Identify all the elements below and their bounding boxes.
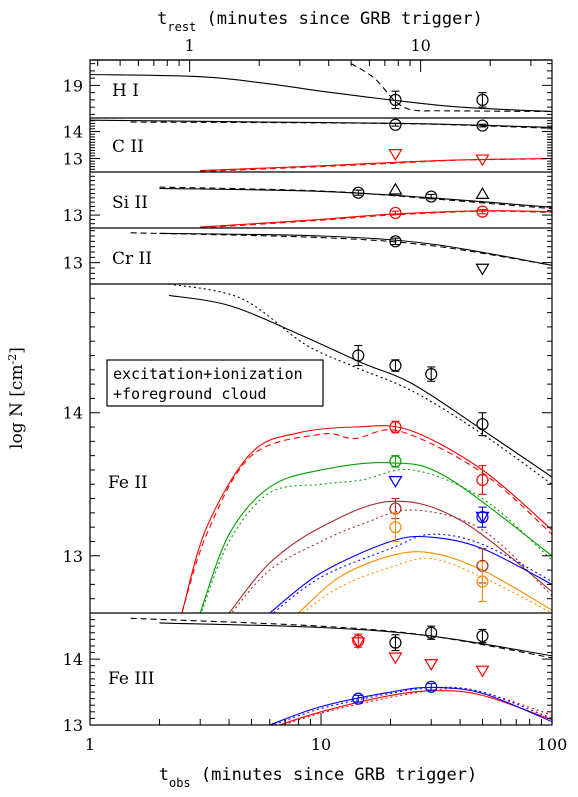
data-point-black [476, 93, 489, 106]
limit-down-blue [475, 511, 490, 524]
axes-group: 1 10 100 1 10 [85, 36, 567, 754]
limit-down-red [475, 665, 490, 678]
x-tick-label: 100 [537, 735, 568, 754]
series-line-blue-solid [269, 686, 552, 725]
data-point-black [476, 629, 489, 643]
data-point-blue [425, 680, 438, 693]
series-line-blue-dotted [271, 686, 552, 725]
y-tick-label: 13 [63, 716, 83, 735]
y-axis-title: log N [cm-2] [6, 347, 28, 449]
series-line-black-solid [159, 232, 552, 266]
data-point-black [476, 418, 489, 431]
data-point-black [389, 235, 402, 248]
panel-label-5: Fe III [108, 669, 154, 689]
top-tick-label: 1 [185, 36, 195, 55]
data-point-black [352, 349, 365, 362]
panels-group: 19 H I 13 14 C II 13 Si II 13 Cr II 13 14 Fe II 13 14… [63, 59, 552, 735]
legend-line-2: +foreground cloud [113, 385, 267, 403]
data-point-red [389, 206, 402, 220]
limit-up-black [475, 186, 490, 199]
limit-down-red [388, 652, 403, 665]
y-tick-label: 14 [63, 404, 83, 423]
data-point-black [389, 636, 402, 649]
series-line-blue-dotted [272, 533, 552, 613]
panel-label-1: C II [112, 137, 144, 157]
series-line-brown-solid [228, 500, 552, 613]
y-tick-label: 13 [63, 206, 83, 225]
limit-down-blue [388, 476, 403, 488]
legend-line-1: excitation+ionization [113, 365, 303, 383]
series-line-blue-solid [269, 535, 552, 613]
data-point-black [389, 118, 402, 131]
data-point-black [425, 190, 438, 203]
data-point-black [389, 93, 402, 106]
panel-plot-3 [130, 232, 552, 276]
limit-down-red [475, 154, 490, 167]
panel-plot-0 [90, 63, 552, 113]
panel-label-2: Si II [112, 193, 148, 213]
limit-up-black [388, 182, 403, 195]
y-tick-label: 19 [63, 76, 83, 95]
data-point-orange [476, 575, 489, 588]
series-line-red-dotted [281, 687, 552, 725]
data-point-red [476, 473, 489, 487]
data-point-black [389, 359, 402, 372]
series-line-orange-dotted [301, 557, 552, 613]
y-tick-label: 14 [63, 123, 83, 142]
series-line-black-dashed [159, 186, 552, 210]
data-point-red [389, 420, 402, 434]
data-point-red [476, 205, 489, 218]
panel-5: 13 14 Fe III [63, 612, 552, 735]
data-point-black [352, 186, 365, 199]
series-line-black-dashed [130, 232, 552, 266]
model-legend: excitation+ionization +foreground cloud [106, 359, 324, 407]
y-tick-label: 13 [63, 254, 83, 273]
panel-plot-1 [90, 118, 552, 172]
panel-3: 13 Cr II [63, 227, 552, 285]
limit-down-red [424, 658, 439, 671]
panel-label-3: Cr II [112, 249, 152, 269]
data-point-red [352, 634, 365, 647]
series-line-black-solid [159, 622, 552, 657]
series-line-black-dashed [130, 121, 552, 129]
top-axis-title: trest (minutes since GRB trigger) [157, 9, 483, 34]
data-point-black [476, 119, 489, 132]
series-line-red-dashed [200, 158, 552, 172]
limit-down-black [475, 263, 490, 276]
series-line-black-dashed [130, 617, 552, 659]
panel-label-0: H I [112, 81, 139, 101]
x-tick-label: 10 [311, 735, 331, 754]
top-tick-label: 10 [410, 36, 430, 55]
y-tick-label: 13 [63, 547, 83, 566]
panel-2: 13 Si II [63, 171, 552, 229]
panel-label-4: Fe II [108, 473, 148, 493]
legend-box [106, 359, 324, 407]
data-point-orange [389, 521, 402, 534]
panel-1: 13 14 C II [63, 117, 552, 173]
series-line-red-solid [277, 690, 552, 725]
limit-down-red [388, 149, 403, 162]
series-line-black-solid [90, 73, 552, 113]
series-line-orange-solid [298, 551, 552, 613]
bottom-axis-title: tobs (minutes since GRB trigger) [159, 765, 478, 790]
y-tick-label: 14 [63, 650, 83, 669]
panel-plot-5 [130, 617, 552, 725]
data-point-green [389, 455, 402, 468]
panel-4: 13 14 Fe II [63, 283, 552, 614]
x-tick-label: 1 [85, 735, 95, 754]
series-line-black-dashed [350, 63, 552, 113]
series-line-red-dashed [181, 429, 552, 613]
series-line-green-dotted [200, 468, 552, 613]
data-point-blue [352, 692, 365, 705]
data-point-black [425, 368, 438, 381]
limit-down-red [351, 637, 366, 650]
data-point-black [425, 626, 438, 639]
series-line-brown-dotted [230, 509, 552, 613]
panel-plot-2 [159, 182, 552, 228]
y-tick-label: 13 [63, 150, 83, 169]
panel-plot-4 [168, 284, 552, 613]
